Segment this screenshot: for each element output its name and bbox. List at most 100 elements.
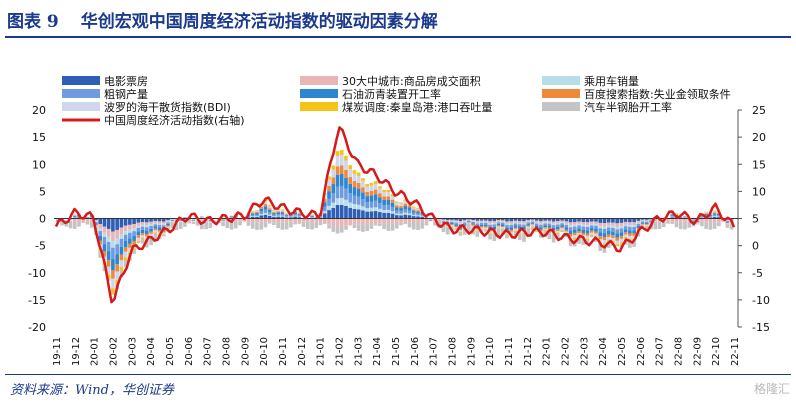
- x-tick-label: 19-12: [71, 337, 82, 366]
- bar-segment: [598, 222, 603, 227]
- bar-segment: [106, 218, 111, 229]
- bar-segment: [623, 221, 628, 225]
- bar-segment: [407, 210, 412, 214]
- bar-segment: [416, 211, 420, 214]
- bar-segment: [297, 222, 302, 224]
- bar-segment: [505, 227, 509, 231]
- bar-segment: [102, 244, 107, 252]
- bar-segment: [471, 223, 475, 225]
- bar-segment: [717, 217, 721, 219]
- bar-segment: [708, 216, 713, 218]
- bar-segment: [77, 222, 81, 227]
- bar-segment: [628, 240, 632, 248]
- bar-segment: [628, 225, 632, 227]
- bar-segment: [128, 224, 132, 230]
- bar-segment: [530, 218, 535, 220]
- bar-segment: [344, 199, 348, 206]
- bar-segment: [174, 219, 179, 220]
- bar-segment: [140, 235, 145, 239]
- bar-segment: [157, 230, 162, 232]
- bar-segment: [149, 233, 153, 237]
- bar-segment: [272, 216, 276, 217]
- bar-segment: [267, 209, 272, 213]
- bar-segment: [526, 224, 530, 226]
- bar-segment: [628, 222, 632, 226]
- bar-segment: [144, 225, 149, 228]
- bar-segment: [513, 218, 518, 221]
- bar-segment: [339, 173, 344, 186]
- bar-segment: [547, 218, 552, 221]
- bar-segment: [395, 215, 399, 219]
- bar-segment: [310, 216, 314, 218]
- bar-segment: [318, 216, 323, 218]
- bar-segment: [390, 202, 395, 207]
- bar-segment: [450, 224, 454, 226]
- bar-segment: [488, 223, 492, 225]
- x-tick-label: 19-11: [52, 337, 63, 366]
- bar-segment: [602, 223, 607, 227]
- bar-segment: [263, 206, 268, 210]
- bar-segment: [572, 218, 577, 223]
- figure-title: 华创宏观中国周度经济活动指数的驱动因素分解: [80, 11, 438, 32]
- bar-segment: [594, 218, 598, 222]
- bar-segment: [293, 218, 297, 223]
- bar-segment: [378, 203, 382, 209]
- source-rule: [5, 374, 791, 375]
- bar-segment: [382, 209, 386, 213]
- bar-segment: [619, 218, 624, 223]
- bar-segment: [543, 225, 547, 228]
- bar-segment: [335, 166, 340, 175]
- bar-segment: [492, 226, 497, 230]
- bar-segment: [208, 220, 213, 221]
- bar-segment: [471, 221, 475, 224]
- bar-segment: [411, 207, 416, 210]
- bar-segment: [373, 189, 378, 195]
- bar-segment: [717, 216, 721, 218]
- bar-segment: [85, 221, 90, 225]
- bar-segment: [390, 211, 395, 214]
- bar-segment: [589, 232, 594, 235]
- bar-segment: [467, 222, 471, 223]
- bar-segment: [356, 204, 361, 210]
- bar-segment: [72, 216, 77, 218]
- bar-segment: [331, 169, 336, 178]
- bar-segment: [344, 225, 348, 230]
- bar-segment: [322, 210, 327, 214]
- x-tick-label: 22-06: [636, 337, 647, 366]
- bar-segment: [344, 177, 348, 189]
- bar-segment: [106, 242, 111, 252]
- bar-segment: [513, 222, 518, 224]
- bar-segment: [153, 218, 158, 222]
- bar-segment: [348, 183, 353, 194]
- bar-segment: [250, 210, 255, 212]
- bar-segment: [551, 221, 556, 224]
- bar-segment: [373, 211, 378, 219]
- bar-segment: [585, 235, 590, 239]
- y-right-tick-label: -15: [752, 321, 770, 334]
- bar-segment: [594, 231, 598, 234]
- bar-segment: [123, 225, 128, 232]
- bar-segment: [119, 234, 124, 239]
- bar-segment: [526, 222, 530, 225]
- bar-segment: [411, 214, 416, 217]
- bar-segment: [140, 239, 145, 244]
- bar-segment: [208, 221, 213, 223]
- x-tick-label: 22-10: [711, 337, 722, 366]
- bar-segment: [411, 222, 416, 230]
- bar-segment: [395, 201, 399, 203]
- bar-segment: [344, 155, 348, 161]
- bar-segment: [276, 214, 280, 216]
- bar-segment: [407, 213, 412, 216]
- bar-segment: [623, 234, 628, 238]
- bar-segment: [560, 225, 564, 227]
- x-tick-label: 22-05: [617, 337, 628, 366]
- bar-segment: [488, 221, 492, 224]
- x-tick-label: 21-11: [504, 337, 515, 366]
- bar-segment: [208, 222, 213, 229]
- bar-segment: [517, 226, 522, 229]
- bar-segment: [572, 237, 577, 240]
- bar-segment: [272, 214, 276, 217]
- bar-segment: [483, 226, 488, 228]
- bar-segment: [382, 192, 386, 197]
- bar-segment: [551, 218, 556, 222]
